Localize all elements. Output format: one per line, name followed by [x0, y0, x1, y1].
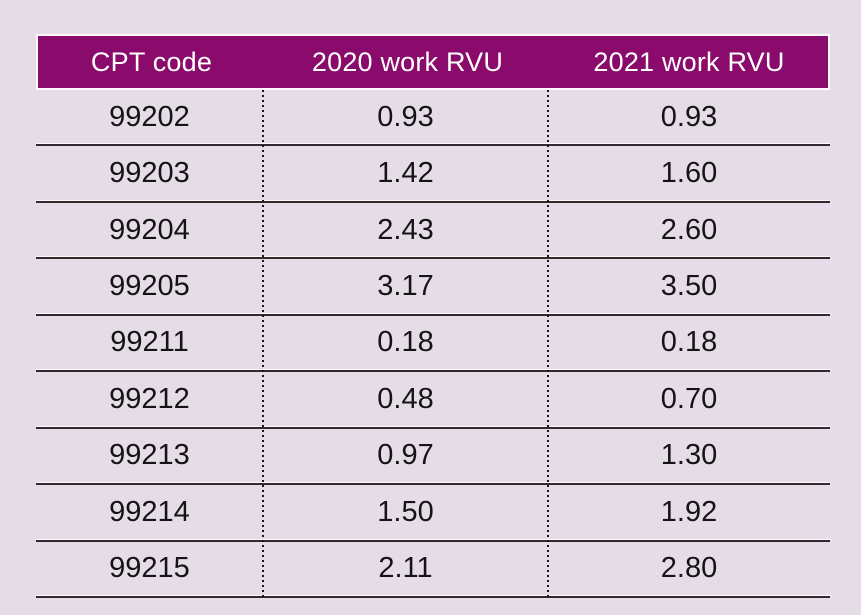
rvu-2021-cell: 1.92: [660, 495, 718, 528]
rvu-2021-cell: 1.30: [660, 439, 718, 472]
header-2020-work-rvu: 2020 work RVU: [311, 46, 504, 77]
table-header-row: CPT code 2020 work RVU 2021 work RVU: [36, 34, 830, 90]
cpt-code-cell: 99202: [109, 100, 190, 133]
table-row: 99212 0.48 0.70: [36, 372, 830, 429]
table-row: 99211 0.18 0.18: [36, 316, 830, 373]
rvu-2021-cell: 3.50: [660, 270, 718, 303]
rvu-2021-cell: 0.93: [660, 100, 718, 133]
cpt-code-cell: 99205: [109, 270, 190, 303]
table-body: 99202 0.93 0.93 99203 1.42 1.60 99204 2.…: [36, 90, 830, 598]
rvu-2020-cell: 0.48: [377, 382, 434, 415]
rvu-2020-cell: 1.50: [377, 495, 434, 528]
rvu-2020-cell: 2.43: [377, 213, 434, 246]
header-cpt-code: CPT code: [90, 46, 213, 77]
rvu-2020-cell: 0.97: [377, 439, 434, 472]
table-row: 99215 2.11 2.80: [36, 542, 830, 598]
cpt-code-cell: 99211: [110, 326, 189, 359]
rvu-2020-cell: 0.93: [377, 100, 434, 133]
column-divider-dotted-2: [547, 90, 549, 598]
rvu-2021-cell: 0.18: [660, 326, 718, 359]
cpt-code-cell: 99215: [109, 552, 190, 585]
rvu-2021-cell: 2.80: [660, 552, 718, 585]
cpt-code-cell: 99212: [109, 382, 190, 415]
table-row: 99204 2.43 2.60: [36, 203, 830, 260]
table-row: 99202 0.93 0.93: [36, 90, 830, 147]
table-row: 99203 1.42 1.60: [36, 146, 830, 203]
rvu-2021-cell: 1.60: [660, 157, 718, 190]
rvu-2021-cell: 0.70: [660, 382, 718, 415]
cpt-code-cell: 99213: [109, 439, 190, 472]
rvu-2020-cell: 1.42: [377, 157, 434, 190]
cpt-code-cell: 99214: [109, 495, 190, 528]
table-row: 99214 1.50 1.92: [36, 485, 830, 542]
rvu-2020-cell: 0.18: [377, 326, 434, 359]
cpt-code-cell: 99203: [109, 157, 190, 190]
table-row: 99205 3.17 3.50: [36, 259, 830, 316]
rvu-2020-cell: 3.17: [377, 270, 434, 303]
rvu-2021-cell: 2.60: [660, 213, 718, 246]
rvu-2020-cell: 2.11: [378, 552, 433, 585]
table-row: 99213 0.97 1.30: [36, 429, 830, 486]
cpt-rvu-table: CPT code 2020 work RVU 2021 work RVU 992…: [36, 34, 830, 598]
column-divider-dotted-1: [262, 90, 264, 598]
cpt-code-cell: 99204: [109, 213, 190, 246]
header-2021-work-rvu: 2021 work RVU: [593, 46, 785, 77]
